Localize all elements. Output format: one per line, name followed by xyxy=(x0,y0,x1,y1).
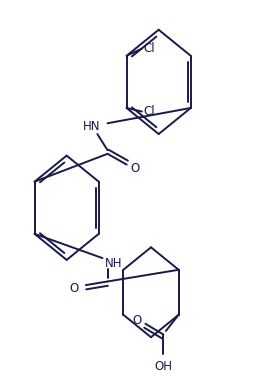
Text: Cl: Cl xyxy=(143,105,155,118)
Text: NH: NH xyxy=(105,257,123,270)
Text: HN: HN xyxy=(82,120,100,133)
Text: O: O xyxy=(131,162,140,175)
Text: OH: OH xyxy=(154,360,172,373)
Text: O: O xyxy=(69,282,78,295)
Text: O: O xyxy=(132,314,142,327)
Text: Cl: Cl xyxy=(143,42,155,55)
